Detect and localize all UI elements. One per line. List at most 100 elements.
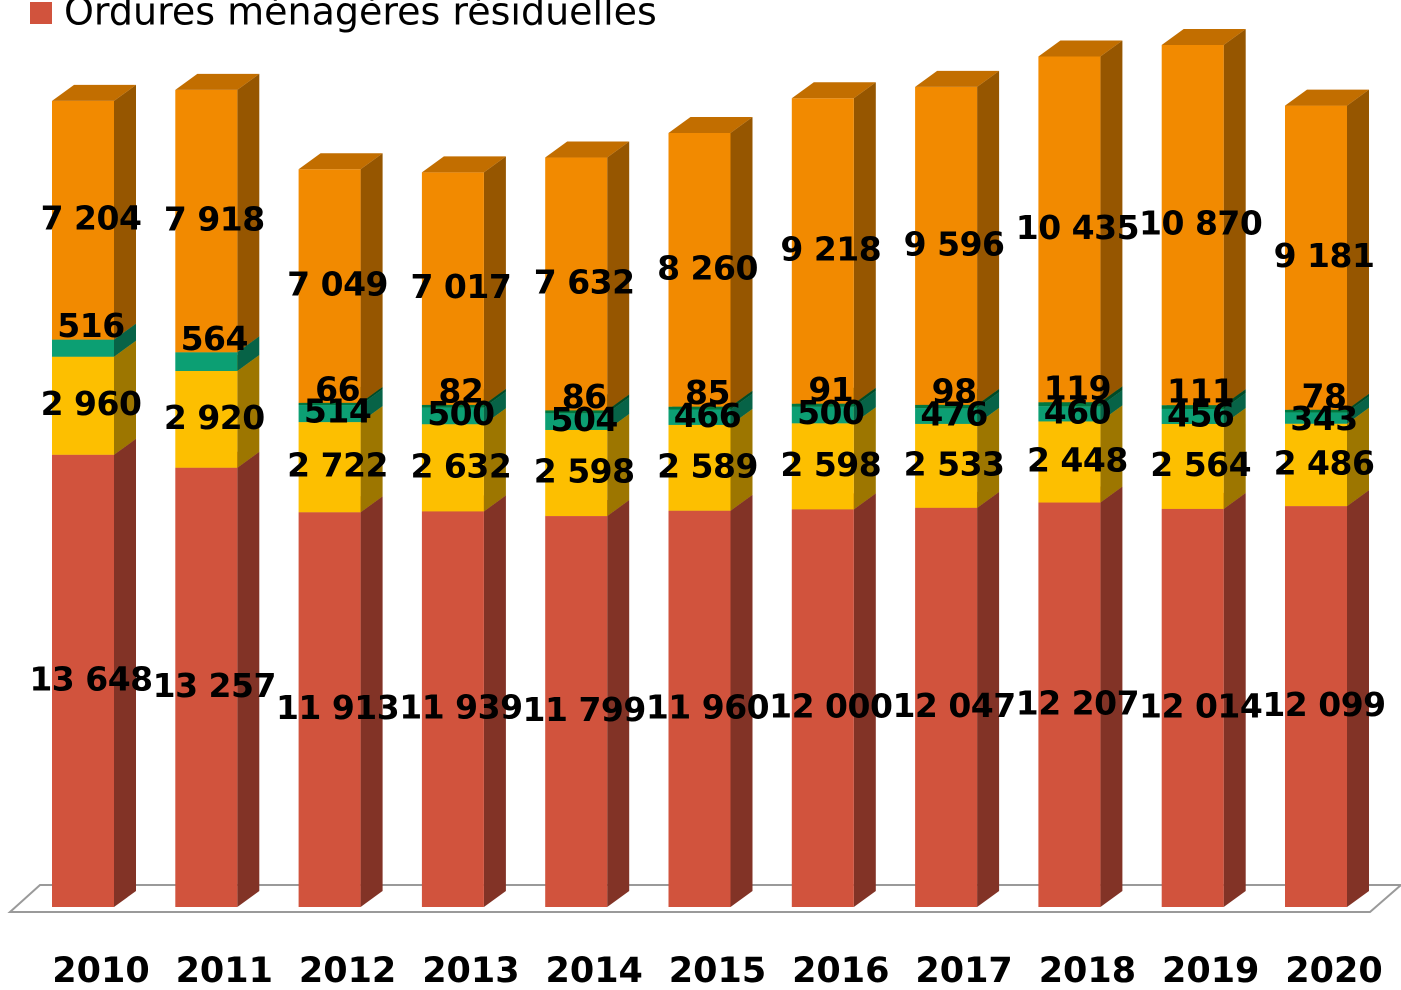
bar-top (1038, 40, 1123, 57)
x-tick-label: 2012 (299, 951, 396, 990)
data-label: 91 (808, 370, 853, 409)
data-label: 504 (551, 400, 618, 439)
bar-side (1100, 390, 1123, 422)
data-label: 12 047 (892, 686, 1015, 725)
data-label: 2 920 (164, 398, 265, 437)
bar-side (360, 406, 383, 513)
bar-side (1100, 405, 1123, 503)
data-label: 13 257 (153, 666, 276, 705)
data-label: 9 218 (780, 229, 881, 268)
bar-side (114, 438, 136, 907)
data-label: 500 (797, 393, 864, 432)
bar-segment (1285, 105, 1347, 410)
bar-segment (545, 429, 608, 517)
bar-segment (1285, 423, 1347, 507)
bar-segment (1285, 506, 1347, 907)
data-label: 7 204 (41, 199, 142, 238)
bar-segment (298, 422, 361, 513)
data-label: 10 870 (1139, 204, 1262, 243)
bar-side (237, 354, 260, 468)
x-tick-label: 2010 (52, 951, 149, 990)
bar-top (791, 82, 876, 99)
bar-top (421, 156, 506, 173)
x-tick-label: 2013 (422, 951, 519, 990)
bar-segment (1285, 409, 1347, 413)
bar-segment (791, 509, 854, 907)
bar-side (1100, 386, 1123, 407)
data-label: 11 960 (646, 687, 769, 726)
bar-side (1223, 392, 1246, 424)
bar-segment (421, 407, 484, 425)
bar-side (1223, 492, 1246, 907)
bar-segment (1161, 508, 1224, 907)
data-label: 476 (920, 395, 987, 434)
bar-segment (52, 339, 114, 357)
data-label: 7 918 (164, 200, 265, 239)
bar-side (607, 394, 630, 414)
bar-side (114, 340, 136, 455)
bar-side (977, 392, 1000, 424)
bar-top (1161, 29, 1246, 45)
bar-side (360, 496, 383, 907)
bar-segment (1038, 402, 1101, 407)
data-label: 564 (181, 319, 248, 358)
bar-side (977, 491, 1000, 907)
data-label: 456 (1167, 395, 1234, 434)
data-label: 514 (304, 392, 371, 431)
bar-segment (298, 512, 361, 907)
bar-side (607, 397, 630, 430)
bar-side (1100, 40, 1123, 403)
x-tick-label: 2020 (1285, 951, 1382, 990)
bar-segment (1161, 408, 1224, 424)
bar-segment (915, 86, 978, 405)
x-tick-label: 2017 (915, 951, 1012, 990)
bar-side (853, 390, 876, 424)
bar-side (977, 407, 1000, 508)
bar-side (607, 413, 630, 517)
bar-side (1347, 407, 1369, 507)
data-label: 11 799 (523, 690, 646, 729)
data-label: 2 533 (904, 444, 1005, 483)
bar-side (360, 389, 383, 423)
bar-segment (421, 172, 484, 405)
bar-segment (1161, 405, 1224, 409)
data-label: 119 (1044, 369, 1111, 408)
bar-segment (791, 406, 854, 424)
bar-side (607, 500, 630, 907)
bar-top (52, 84, 136, 101)
bar-top (298, 153, 383, 170)
data-label: 13 648 (29, 659, 152, 698)
bar-segment (1038, 502, 1101, 907)
bar-segment (298, 169, 361, 403)
bar-segment (175, 370, 238, 468)
bar-segment (1038, 406, 1101, 422)
bar-side (114, 84, 136, 340)
data-label: 11 939 (399, 688, 522, 727)
bar-side (730, 390, 753, 410)
legend-swatch (30, 2, 52, 24)
bar-segment (668, 510, 731, 907)
legend-label: Ordures ménagères résiduelles (64, 0, 657, 34)
bar-side (483, 388, 506, 408)
bar-segment (1285, 412, 1347, 424)
data-label: 10 435 (1016, 208, 1139, 247)
bar-segment (545, 413, 608, 430)
bar-segment (298, 405, 361, 423)
data-label: 9 596 (904, 224, 1005, 263)
data-label: 2 598 (534, 452, 635, 491)
bar-side (483, 391, 506, 425)
bar-segment (52, 356, 114, 455)
bar-side (483, 156, 506, 405)
bar-segment (791, 98, 854, 404)
data-label: 12 099 (1262, 685, 1385, 724)
bar-segment (1038, 56, 1101, 403)
bar-segment (421, 511, 484, 907)
bar-segment (668, 424, 731, 511)
data-label: 7 049 (287, 265, 388, 304)
data-label: 85 (685, 373, 730, 412)
x-tick-label: 2014 (545, 951, 642, 990)
bar-segment (175, 352, 238, 371)
data-label: 78 (1302, 376, 1347, 415)
bar-side (1223, 389, 1246, 409)
